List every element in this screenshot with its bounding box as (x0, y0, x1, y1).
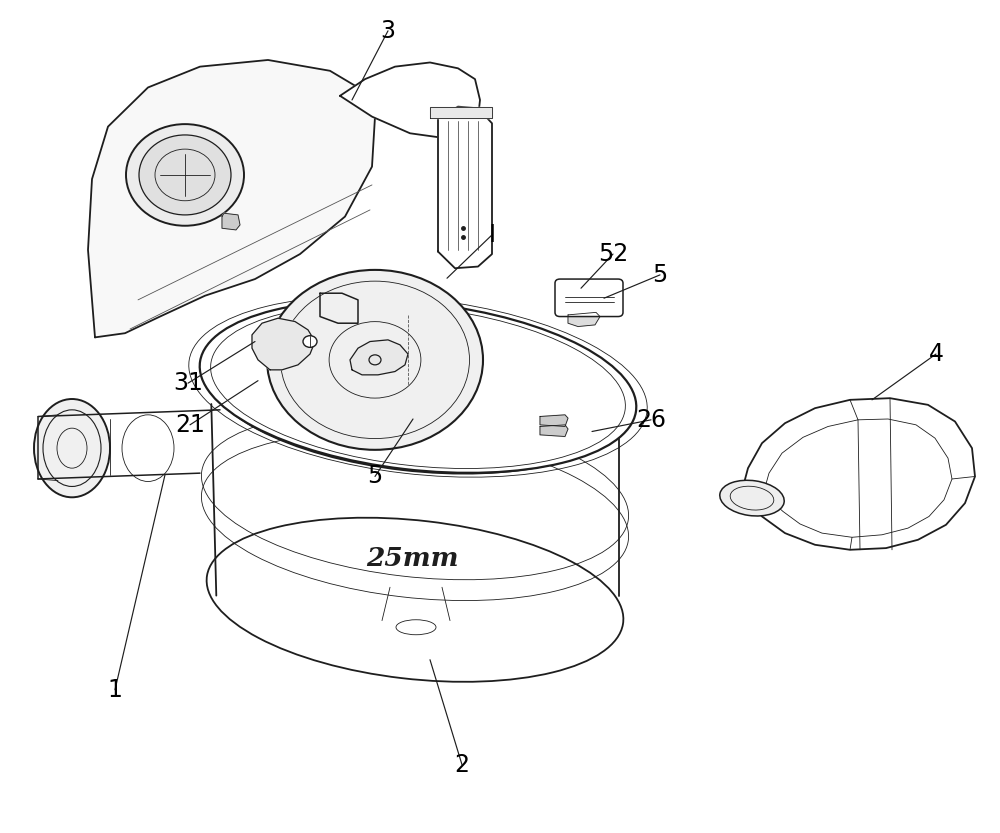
Text: 4: 4 (928, 342, 944, 366)
Ellipse shape (720, 481, 784, 516)
Ellipse shape (207, 517, 623, 682)
Text: 3: 3 (380, 19, 396, 42)
Text: 5: 5 (652, 263, 668, 287)
Ellipse shape (207, 309, 623, 474)
Ellipse shape (303, 336, 317, 347)
Polygon shape (540, 415, 568, 426)
Text: I: I (488, 223, 496, 247)
Text: 52: 52 (598, 242, 628, 266)
Polygon shape (340, 62, 480, 137)
Polygon shape (568, 312, 600, 327)
Ellipse shape (139, 135, 231, 215)
Polygon shape (540, 425, 568, 436)
Text: 25mm: 25mm (366, 546, 458, 571)
Text: 21: 21 (175, 413, 205, 436)
Polygon shape (222, 213, 240, 230)
Text: 5: 5 (367, 465, 383, 488)
Polygon shape (320, 293, 358, 323)
Text: 26: 26 (636, 408, 666, 431)
Polygon shape (252, 318, 315, 370)
Text: 2: 2 (454, 753, 470, 776)
Ellipse shape (200, 300, 636, 473)
Polygon shape (740, 398, 975, 550)
Polygon shape (350, 340, 408, 375)
Polygon shape (88, 60, 375, 337)
Ellipse shape (126, 124, 244, 226)
Polygon shape (430, 107, 492, 118)
Text: 1: 1 (108, 678, 122, 701)
FancyBboxPatch shape (555, 279, 623, 317)
Ellipse shape (34, 399, 110, 497)
Ellipse shape (267, 270, 483, 450)
Text: 31: 31 (173, 372, 203, 395)
Polygon shape (438, 107, 492, 268)
